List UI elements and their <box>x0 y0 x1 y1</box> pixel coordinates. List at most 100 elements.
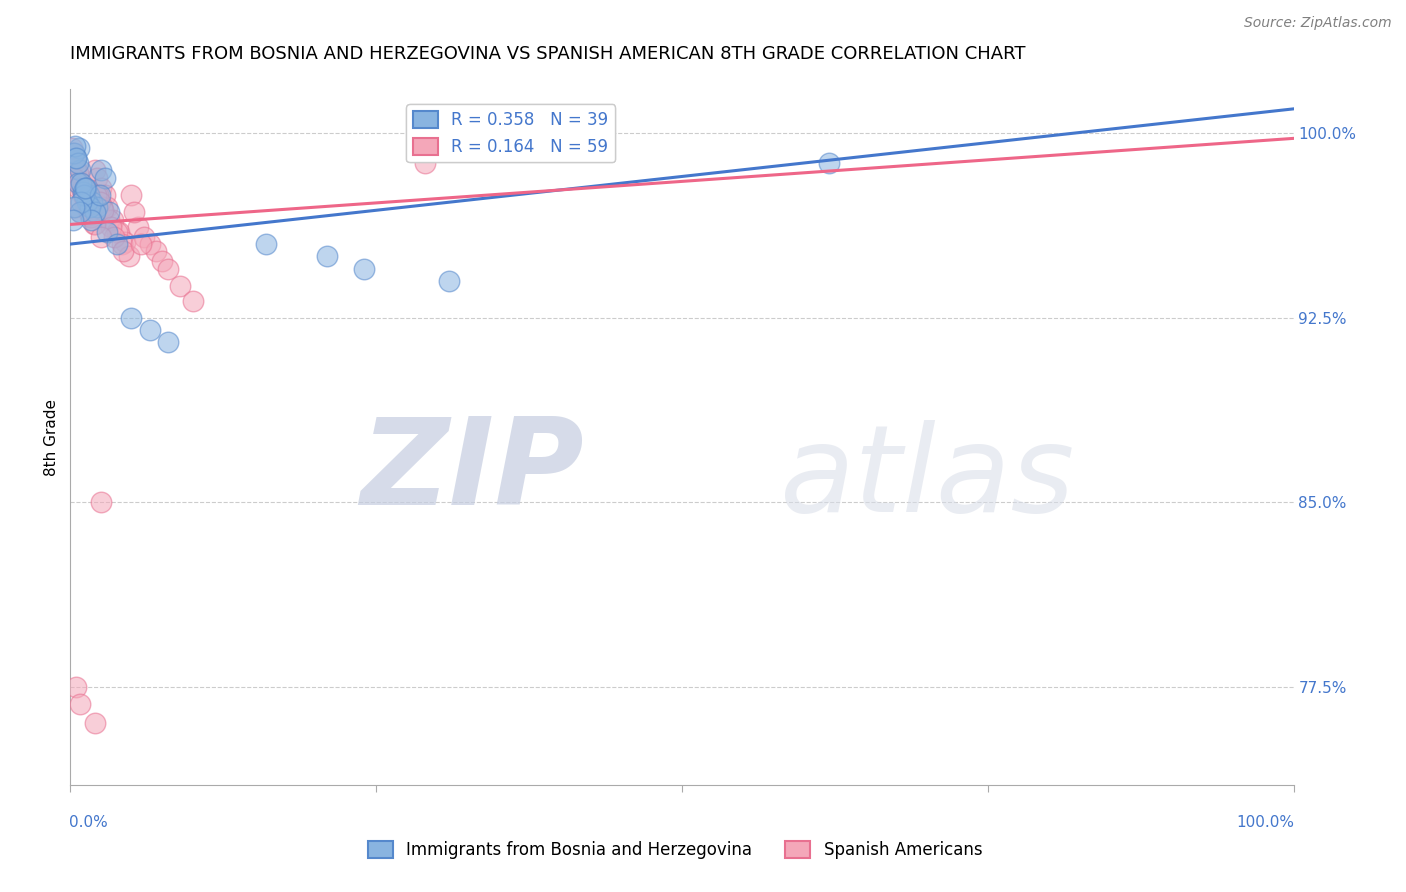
Point <box>83 218 105 232</box>
Point <box>83 163 105 178</box>
Point <box>83 218 105 232</box>
Point <box>139 237 162 252</box>
Point <box>108 225 131 239</box>
Point <box>353 261 375 276</box>
Point <box>83 716 105 731</box>
Point <box>62 146 84 161</box>
Point <box>69 163 91 178</box>
Point <box>70 180 93 194</box>
Point <box>181 293 204 308</box>
Point <box>66 176 89 190</box>
Point <box>63 146 86 161</box>
Point <box>87 188 110 202</box>
Point <box>65 200 87 214</box>
Point <box>80 210 103 224</box>
Point <box>89 188 111 202</box>
Point <box>129 237 152 252</box>
Point <box>72 186 94 200</box>
Point <box>75 180 97 194</box>
Point <box>121 188 143 202</box>
Point <box>96 225 118 239</box>
Point <box>69 205 91 219</box>
Point <box>91 202 114 217</box>
Point <box>82 195 104 210</box>
Point <box>75 195 97 210</box>
Point <box>66 156 89 170</box>
Legend: Immigrants from Bosnia and Herzegovina, Spanish Americans: Immigrants from Bosnia and Herzegovina, … <box>361 834 988 866</box>
Point <box>98 205 121 219</box>
Point <box>111 237 134 252</box>
Point <box>76 195 98 210</box>
Point <box>86 170 108 185</box>
Point <box>114 235 136 249</box>
Point <box>66 166 89 180</box>
Point <box>67 176 90 190</box>
Text: 100.0%: 100.0% <box>1237 814 1295 830</box>
Point <box>73 198 96 212</box>
Point <box>70 195 93 210</box>
Point <box>157 261 180 276</box>
Point <box>817 156 839 170</box>
Point <box>83 205 105 219</box>
Point <box>65 151 87 165</box>
Point <box>72 188 94 202</box>
Point <box>76 200 98 214</box>
Point <box>122 205 145 219</box>
Point <box>316 249 339 263</box>
Point <box>93 170 115 185</box>
Point <box>79 200 101 214</box>
Point <box>69 176 91 190</box>
Point <box>254 237 277 252</box>
Point <box>63 138 86 153</box>
Point <box>93 188 115 202</box>
Y-axis label: 8th Grade: 8th Grade <box>44 399 59 475</box>
Point <box>98 212 121 227</box>
Point <box>100 219 122 234</box>
Point <box>79 208 101 222</box>
Point <box>413 156 436 170</box>
Text: IMMIGRANTS FROM BOSNIA AND HERZEGOVINA VS SPANISH AMERICAN 8TH GRADE CORRELATION: IMMIGRANTS FROM BOSNIA AND HERZEGOVINA V… <box>70 45 1026 62</box>
Point <box>96 200 118 214</box>
Point <box>73 188 96 202</box>
Point <box>121 310 143 325</box>
Point <box>145 244 167 259</box>
Point <box>103 229 125 244</box>
Text: ZIP: ZIP <box>360 413 583 531</box>
Point <box>77 188 100 202</box>
Point <box>77 200 100 214</box>
Point <box>73 180 96 194</box>
Point <box>84 188 107 202</box>
Point <box>66 180 89 194</box>
Point <box>80 212 103 227</box>
Point <box>65 163 87 178</box>
Point <box>63 170 86 185</box>
Point <box>439 274 461 288</box>
Point <box>63 200 86 214</box>
Point <box>150 254 173 268</box>
Point <box>90 163 112 178</box>
Point <box>127 219 149 234</box>
Point <box>70 176 93 190</box>
Point <box>105 237 128 252</box>
Point <box>90 180 112 194</box>
Point <box>105 225 128 239</box>
Point <box>63 151 86 165</box>
Point <box>101 212 124 227</box>
Point <box>63 156 86 170</box>
Point <box>169 278 191 293</box>
Point <box>82 205 104 219</box>
Point <box>90 229 112 244</box>
Point <box>139 323 162 337</box>
Text: Source: ZipAtlas.com: Source: ZipAtlas.com <box>1244 16 1392 29</box>
Point <box>60 141 83 155</box>
Point <box>132 229 155 244</box>
Text: atlas: atlas <box>780 420 1076 537</box>
Point <box>69 697 91 711</box>
Point <box>77 205 100 219</box>
Point <box>91 200 114 214</box>
Point <box>65 680 87 694</box>
Point <box>65 151 87 165</box>
Text: 0.0%: 0.0% <box>69 814 108 830</box>
Point <box>62 212 84 227</box>
Point <box>73 180 96 194</box>
